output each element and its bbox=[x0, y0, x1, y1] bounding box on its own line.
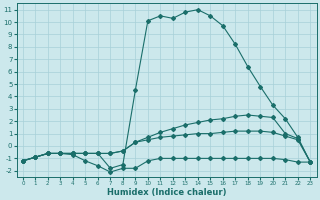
X-axis label: Humidex (Indice chaleur): Humidex (Indice chaleur) bbox=[107, 188, 226, 197]
